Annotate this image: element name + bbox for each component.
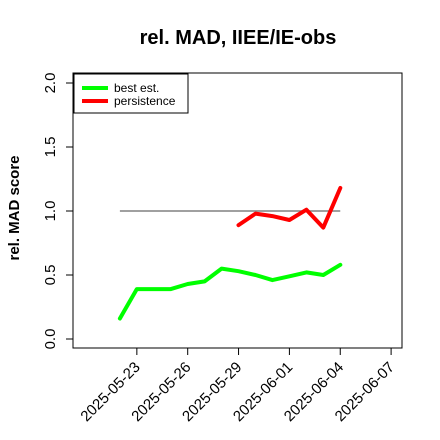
y-tick-label: 1.0 [42,201,59,222]
chart-title: rel. MAD, IIEE/IE-obs [140,27,337,49]
legend-label-persistence: persistence [114,94,176,108]
series-line-persistence [236,186,343,230]
legend: best est. persistence [73,73,189,114]
y-tick-label: 0.5 [42,265,59,286]
y-tick-label: 0.0 [42,329,59,350]
y-tick-label: 1.5 [42,137,59,158]
legend-label-best-est: best est. [114,81,159,95]
legend-box [73,73,189,114]
y-tick-label: 2.0 [42,73,59,94]
y-axis-label: rel. MAD score [6,155,23,260]
series-line-best-est [117,262,343,321]
